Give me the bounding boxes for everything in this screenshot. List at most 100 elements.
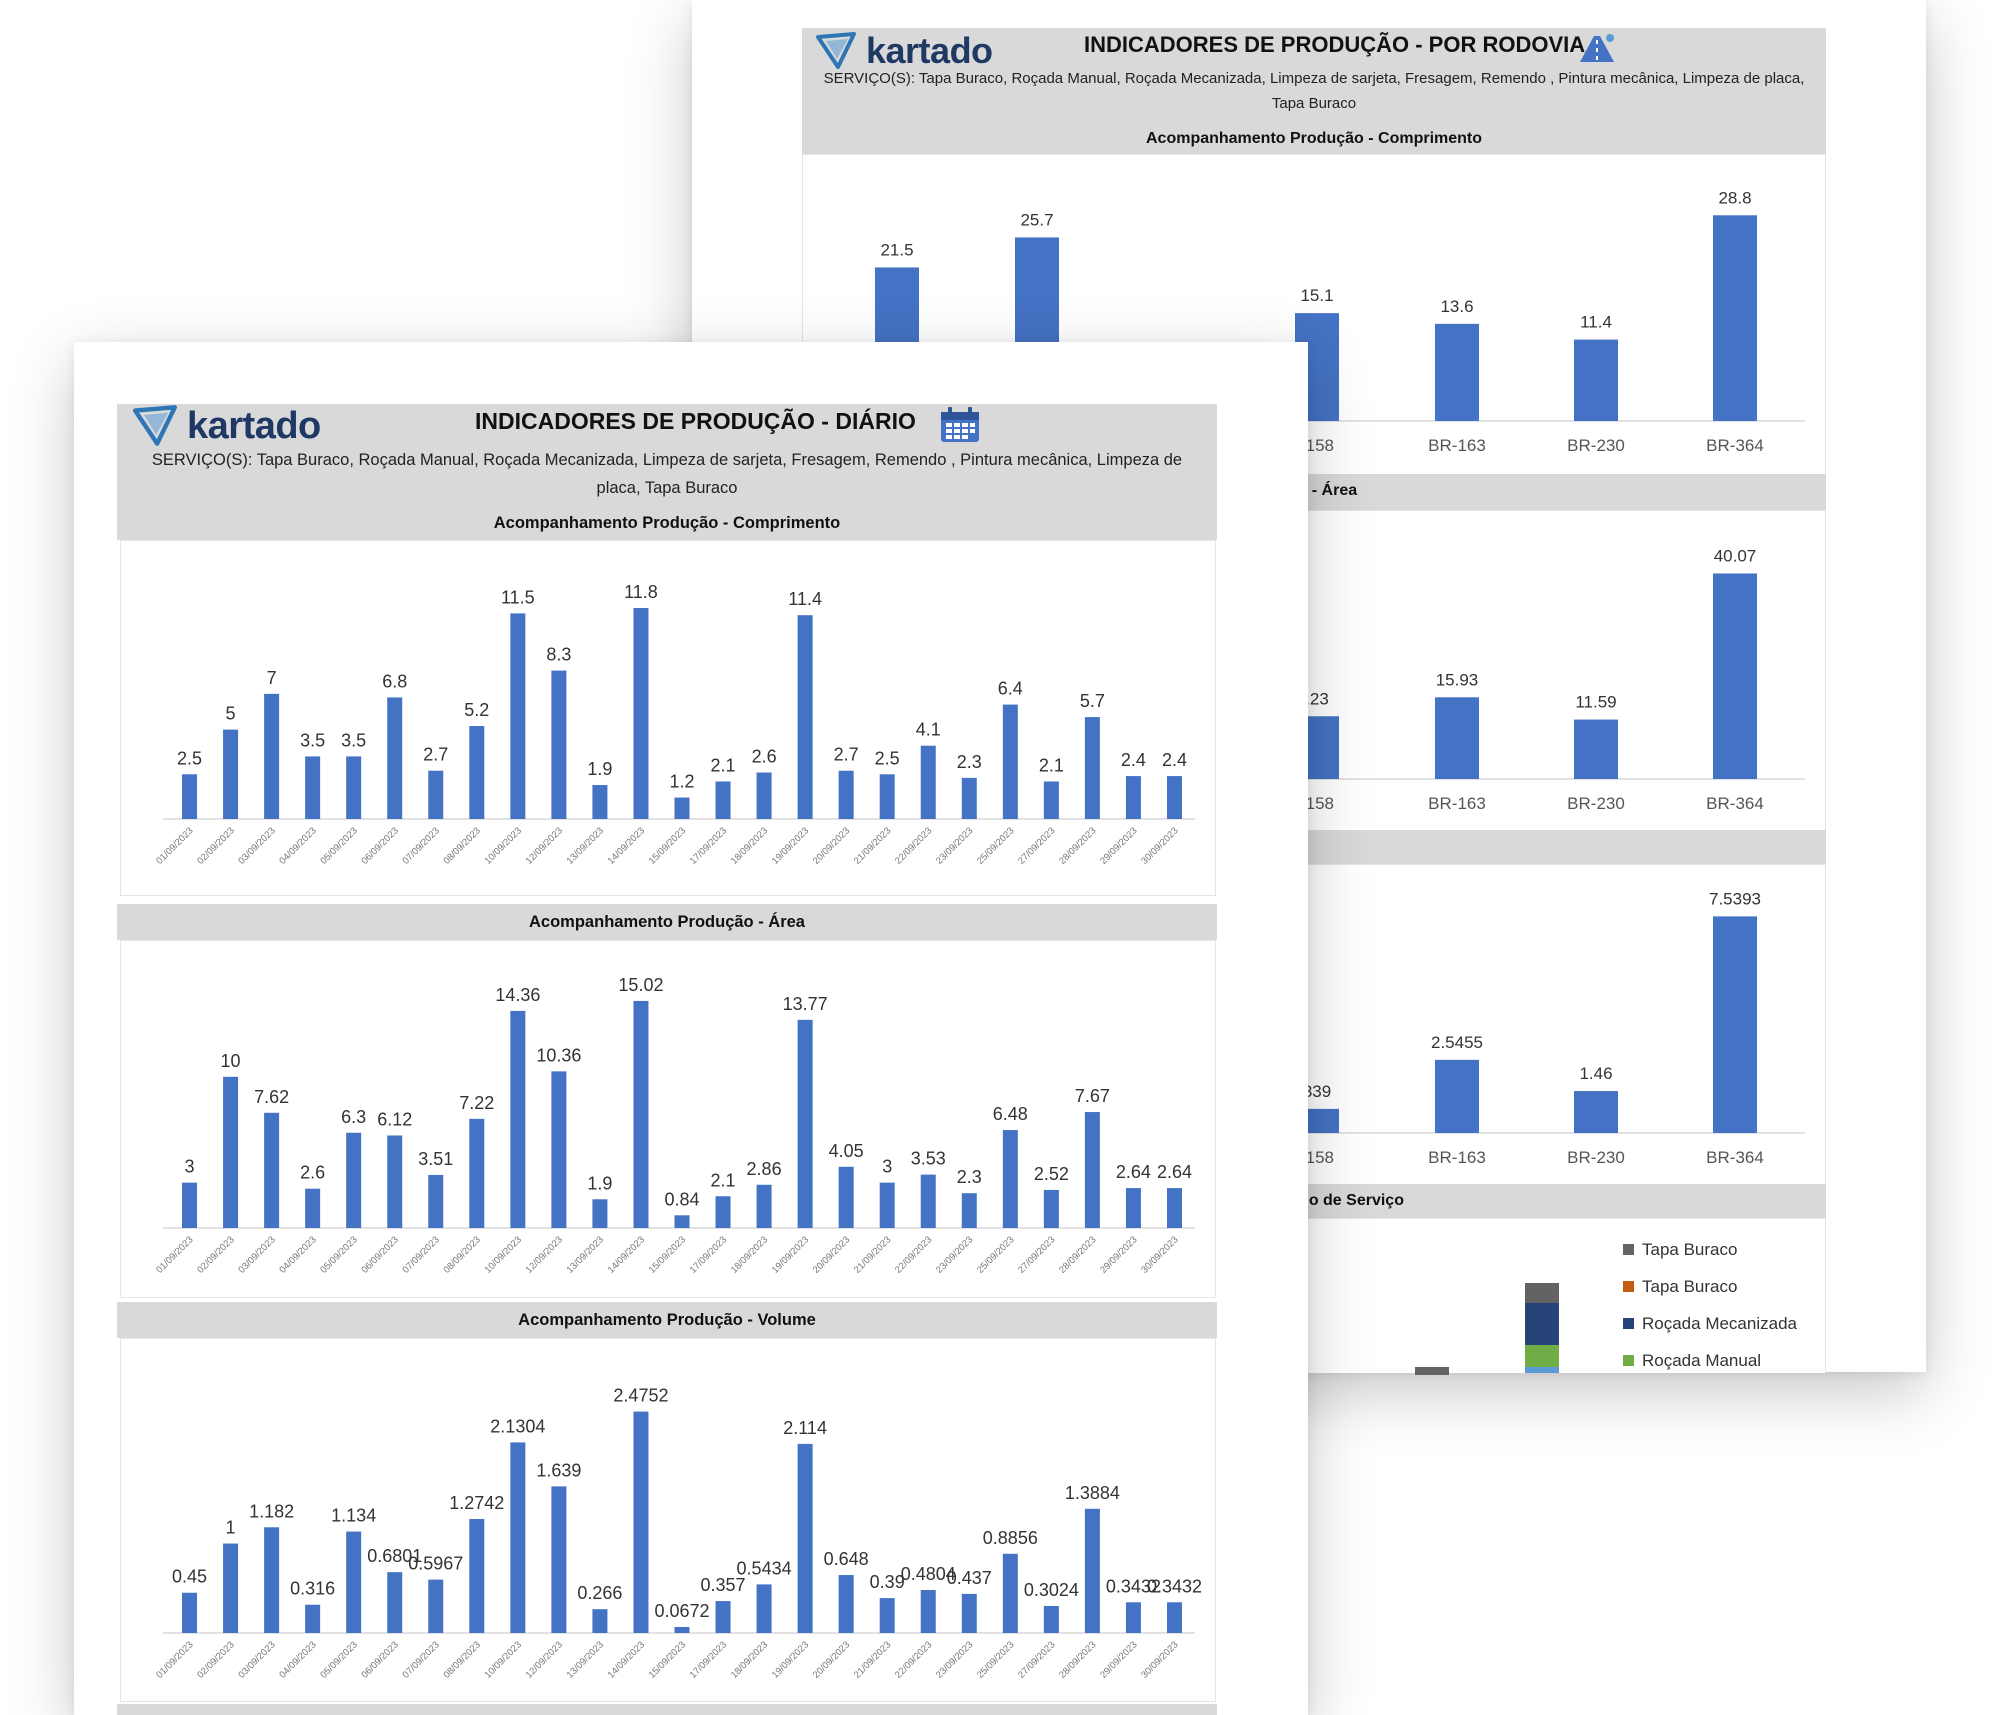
x-tick-label: 02/09/2023 xyxy=(195,1234,236,1275)
x-tick-label: 13/09/2023 xyxy=(565,825,606,866)
bar xyxy=(920,745,936,819)
x-tick-label: 10/09/2023 xyxy=(483,825,524,866)
data-label: 0.266 xyxy=(577,1583,622,1603)
diario-area-chart: 3 01/09/2023 10 02/09/2023 7.62 03/09/2023 2.6… xyxy=(120,940,1216,1298)
bar xyxy=(1125,776,1141,819)
bar xyxy=(1084,717,1100,819)
x-tick-label: 15/09/2023 xyxy=(647,825,688,866)
data-label: 0.6801 xyxy=(367,1546,422,1566)
legend-item: Roçada Manual xyxy=(1623,1342,1797,1379)
data-label: 2.3 xyxy=(957,752,982,772)
data-label: 0.437 xyxy=(947,1568,992,1588)
x-tick-label: 21/09/2023 xyxy=(852,825,893,866)
x-tick-label: 12/09/2023 xyxy=(524,1234,565,1275)
x-tick-label: 07/09/2023 xyxy=(400,825,441,866)
data-label: 0.316 xyxy=(290,1579,335,1599)
bar xyxy=(756,772,772,819)
bar xyxy=(1435,1059,1479,1133)
x-tick-label: 20/09/2023 xyxy=(811,1639,852,1680)
data-label: 2.4 xyxy=(1162,750,1187,770)
data-label: 5 xyxy=(226,704,236,724)
x-tick-label: 05/09/2023 xyxy=(318,1234,359,1275)
tipo-legend: Tapa Buraco Tapa Buraco Roçada Mecanizad… xyxy=(1623,1231,1797,1379)
data-label: 11.8 xyxy=(624,582,658,602)
bar xyxy=(387,697,403,819)
x-tick-label: 02/09/2023 xyxy=(195,1639,236,1680)
data-label: 14.36 xyxy=(495,985,540,1005)
x-tick-label: 12/09/2023 xyxy=(524,1639,565,1680)
legend-label: Tapa Buraco xyxy=(1642,1276,1738,1296)
data-label: 11.4 xyxy=(788,589,822,609)
x-tick-label: 21/09/2023 xyxy=(852,1639,893,1680)
bar xyxy=(1166,776,1182,819)
data-label: 2.1 xyxy=(1039,755,1064,775)
legend-swatch xyxy=(1623,1244,1634,1255)
x-tick-label: 23/09/2023 xyxy=(934,1234,975,1275)
bar xyxy=(346,1132,362,1228)
x-tick-label: 19/09/2023 xyxy=(770,825,811,866)
x-tick-label: -158 xyxy=(1300,1148,1334,1167)
diario-logo-text: kartado xyxy=(187,404,321,447)
x-tick-label: -158 xyxy=(1300,794,1334,813)
bar xyxy=(1574,339,1618,421)
bar xyxy=(182,774,198,819)
data-label: 2.6 xyxy=(300,1163,325,1183)
bar xyxy=(305,756,321,819)
data-label: 40.07 xyxy=(1714,546,1757,565)
x-tick-label: 03/09/2023 xyxy=(236,1639,277,1680)
data-label: 11.5 xyxy=(501,587,535,607)
data-label: 2.86 xyxy=(747,1159,782,1179)
bar xyxy=(305,1188,321,1228)
data-label: 6.8 xyxy=(382,671,407,691)
x-tick-label: 29/09/2023 xyxy=(1098,1639,1139,1680)
rodovia-title: INDICADORES DE PRODUÇÃO - POR RODOVIA xyxy=(1084,32,1586,57)
data-label: 0.4804 xyxy=(901,1564,956,1584)
x-tick-label: 02/09/2023 xyxy=(195,825,236,866)
bar xyxy=(674,1215,690,1228)
bar xyxy=(1166,1602,1182,1633)
x-tick-label: BR-230 xyxy=(1567,1148,1625,1167)
bar xyxy=(264,1527,280,1633)
x-tick-label: 06/09/2023 xyxy=(359,825,400,866)
data-label: 2.64 xyxy=(1157,1162,1192,1182)
x-tick-label: 13/09/2023 xyxy=(565,1639,606,1680)
x-tick-label: 27/09/2023 xyxy=(1016,1639,1057,1680)
stack-segment-rocada-manual xyxy=(1525,1345,1559,1367)
bar xyxy=(305,1604,321,1633)
x-tick-label: -158 xyxy=(1300,436,1334,455)
bar xyxy=(592,1609,608,1633)
bar xyxy=(346,1531,362,1633)
bar xyxy=(1435,697,1479,779)
x-tick-label: 12/09/2023 xyxy=(524,825,565,866)
stack-segment-other xyxy=(1525,1367,1559,1373)
legend-label: Roçada Mecanizada xyxy=(1642,1313,1797,1333)
rodovia-area-svg: .23 -158 15.93 BR-163 11.59 BR-230 40.07 BR-364 xyxy=(823,546,1805,813)
x-tick-label: 18/09/2023 xyxy=(729,1234,770,1275)
x-tick-label: 08/09/2023 xyxy=(442,1234,483,1275)
bar xyxy=(223,1543,239,1633)
legend-swatch xyxy=(1623,1318,1634,1329)
x-tick-label: BR-163 xyxy=(1428,1148,1486,1167)
bar xyxy=(715,1601,731,1633)
bar xyxy=(1125,1188,1141,1228)
diario-volume-svg: 0.45 01/09/2023 1 02/09/2023 1.182 03/09/2023… xyxy=(154,1386,1202,1681)
rodovia-services: SERVIÇO(S): Tapa Buraco, Roçada Manual, … xyxy=(823,70,1805,112)
bar xyxy=(1002,1553,1018,1633)
diario-section-comprimento: Acompanhamento Produção - Comprimento xyxy=(493,514,841,532)
data-label: 3 xyxy=(882,1157,892,1177)
bar xyxy=(674,797,690,819)
bar xyxy=(264,693,280,819)
diario-header: kartado INDICADORES DE PRODUÇÃO - DIÁRIO… xyxy=(117,404,1217,540)
bar xyxy=(592,1199,608,1228)
x-tick-label: 08/09/2023 xyxy=(442,825,483,866)
data-label: 1.134 xyxy=(331,1506,376,1526)
bar xyxy=(879,1182,895,1228)
data-label: 2.4 xyxy=(1121,750,1146,770)
x-tick-label: BR-364 xyxy=(1706,436,1764,455)
x-tick-label: 18/09/2023 xyxy=(729,1639,770,1680)
data-label: 10 xyxy=(221,1051,241,1071)
rodovia-logo-text: kartado xyxy=(866,30,993,71)
data-label: 1.2 xyxy=(669,772,694,792)
x-tick-label: 10/09/2023 xyxy=(483,1234,524,1275)
bar xyxy=(1084,1112,1100,1228)
